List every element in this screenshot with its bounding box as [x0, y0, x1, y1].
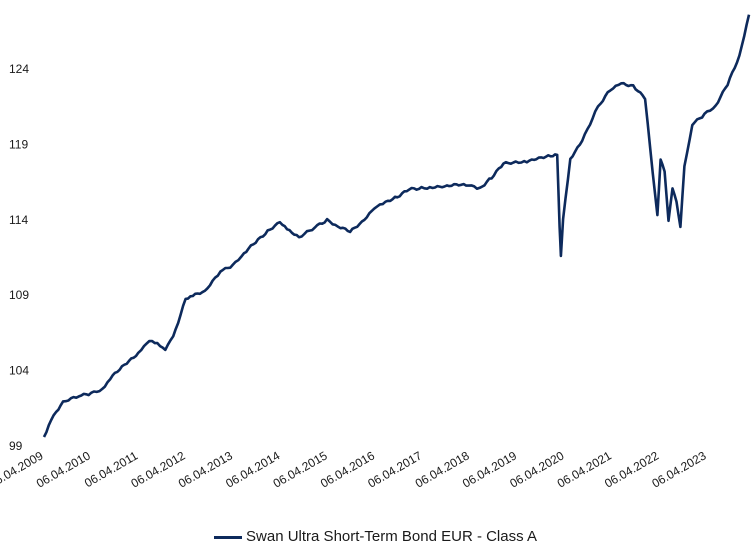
legend: Swan Ultra Short-Term Bond EUR - Class A	[0, 528, 751, 545]
legend-swatch	[214, 535, 243, 539]
y-tick-label: 119	[9, 137, 28, 151]
line-chart: 99 104 109 114 119 124 06.04.200906.04.201006…	[0, 14, 751, 491]
y-axis: 99 104 109 114 119 124	[9, 62, 29, 453]
y-tick-label: 104	[9, 364, 29, 378]
y-tick-label: 99	[9, 439, 23, 453]
plot-area	[42, 14, 751, 438]
y-tick-label: 124	[9, 62, 29, 76]
y-tick-label: 109	[9, 288, 29, 302]
x-tick-label: 06.04.2023	[649, 448, 708, 490]
series-line	[42, 14, 751, 438]
x-axis: 06.04.200906.04.201006.04.201106.04.2012…	[0, 448, 709, 490]
legend-label: Swan Ultra Short-Term Bond EUR - Class A	[246, 528, 537, 545]
y-tick-label: 114	[9, 213, 28, 227]
x-tick-label: 06.04.2010	[34, 448, 93, 490]
